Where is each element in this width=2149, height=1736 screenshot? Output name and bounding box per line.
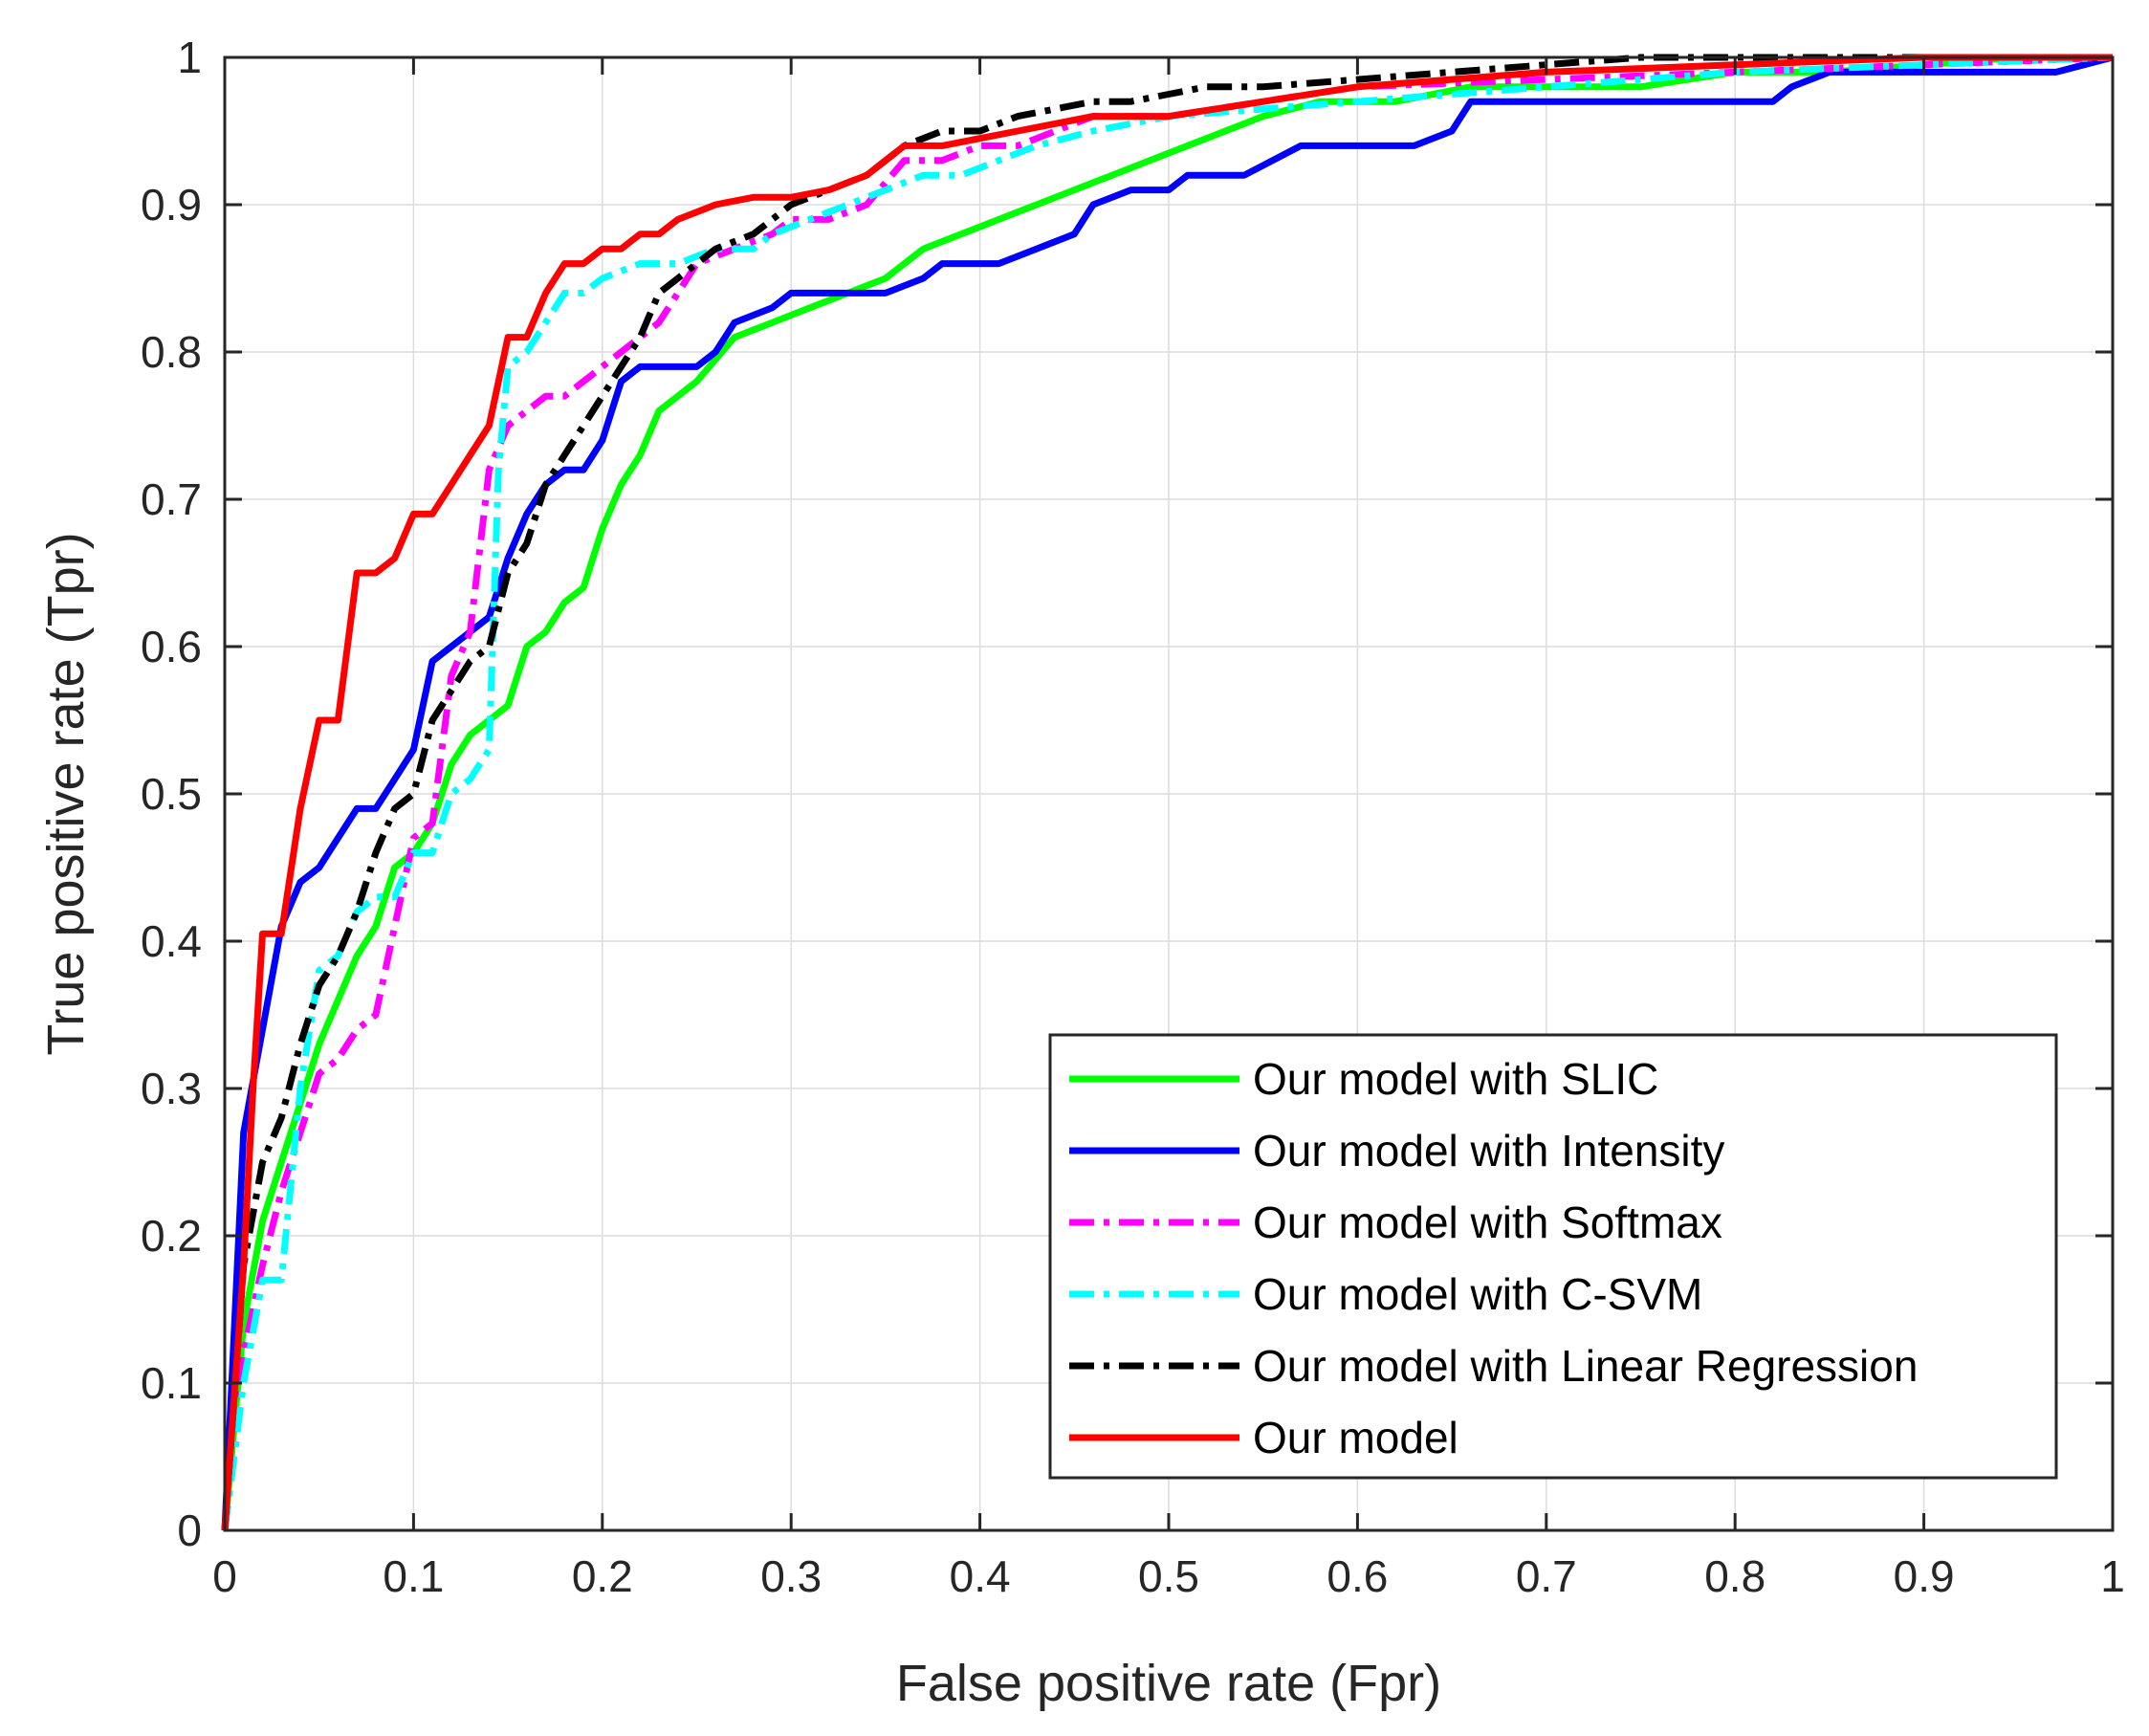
ticks-group xyxy=(223,55,2115,1532)
x-tick-label: 1 xyxy=(2100,1551,2125,1601)
x-tick-label: 0.5 xyxy=(1138,1551,1199,1601)
x-tick-label: 0.2 xyxy=(572,1551,633,1601)
x-tick-label: 0.4 xyxy=(950,1551,1011,1601)
series-line-2 xyxy=(221,54,2114,1531)
legend: Our model with SLIC Our model with Intens… xyxy=(1048,1033,2058,1480)
series-group xyxy=(221,54,2114,1531)
x-tick-label: 0.9 xyxy=(1894,1551,1955,1601)
series-line-1 xyxy=(221,54,2113,1531)
legend-box xyxy=(1048,1033,2058,1480)
x-tick-label: 0.7 xyxy=(1516,1551,1577,1601)
legend-label-6: Our model xyxy=(1253,1413,1458,1462)
y-tick-label: 0.9 xyxy=(141,180,202,230)
y-tick-label: 0.6 xyxy=(141,622,202,671)
legend-label-4: Our model with C-SVM xyxy=(1253,1269,1702,1319)
x-tick-label: 0.8 xyxy=(1704,1551,1765,1601)
legend-label-5: Our model with Linear Regression xyxy=(1253,1341,1918,1391)
series-line-5 xyxy=(221,54,2113,1531)
x-axis-label: False positive rate (Fpr) xyxy=(896,1655,1441,1712)
y-tick-label: 0.1 xyxy=(141,1358,202,1408)
legend-label-3: Our model with Softmax xyxy=(1253,1198,1722,1247)
legend-label-2: Our model with Intensity xyxy=(1253,1126,1724,1176)
y-tick-label: 0 xyxy=(177,1505,202,1555)
y-tick-label: 0.4 xyxy=(141,916,202,966)
y-tick-label: 0.5 xyxy=(141,769,202,819)
x-tick-label: 0.1 xyxy=(383,1551,444,1601)
y-tick-label: 1 xyxy=(177,33,202,82)
legend-items: Our model with SLIC Our model with Intens… xyxy=(1069,1054,1918,1462)
y-axis-label: True positive rate (Tpr) xyxy=(37,532,95,1055)
series-line-6 xyxy=(221,54,2113,1531)
x-tick-label: 0 xyxy=(212,1551,237,1601)
y-tick-label: 0.8 xyxy=(141,327,202,377)
y-tick-label: 0.7 xyxy=(141,474,202,524)
x-tick-label: 0.3 xyxy=(760,1551,822,1601)
tick-labels-group: 0 0.1 0.2 0.3 0.4 0.5 0.6 0.7 0.8 0.9 1 0 0.1 0.2 0.3 0… xyxy=(141,33,2125,1601)
y-tick-label: 0.3 xyxy=(141,1064,202,1113)
legend-label-1: Our model with SLIC xyxy=(1253,1054,1658,1104)
y-tick-label: 0.2 xyxy=(141,1211,202,1261)
x-tick-label: 0.6 xyxy=(1327,1551,1388,1601)
